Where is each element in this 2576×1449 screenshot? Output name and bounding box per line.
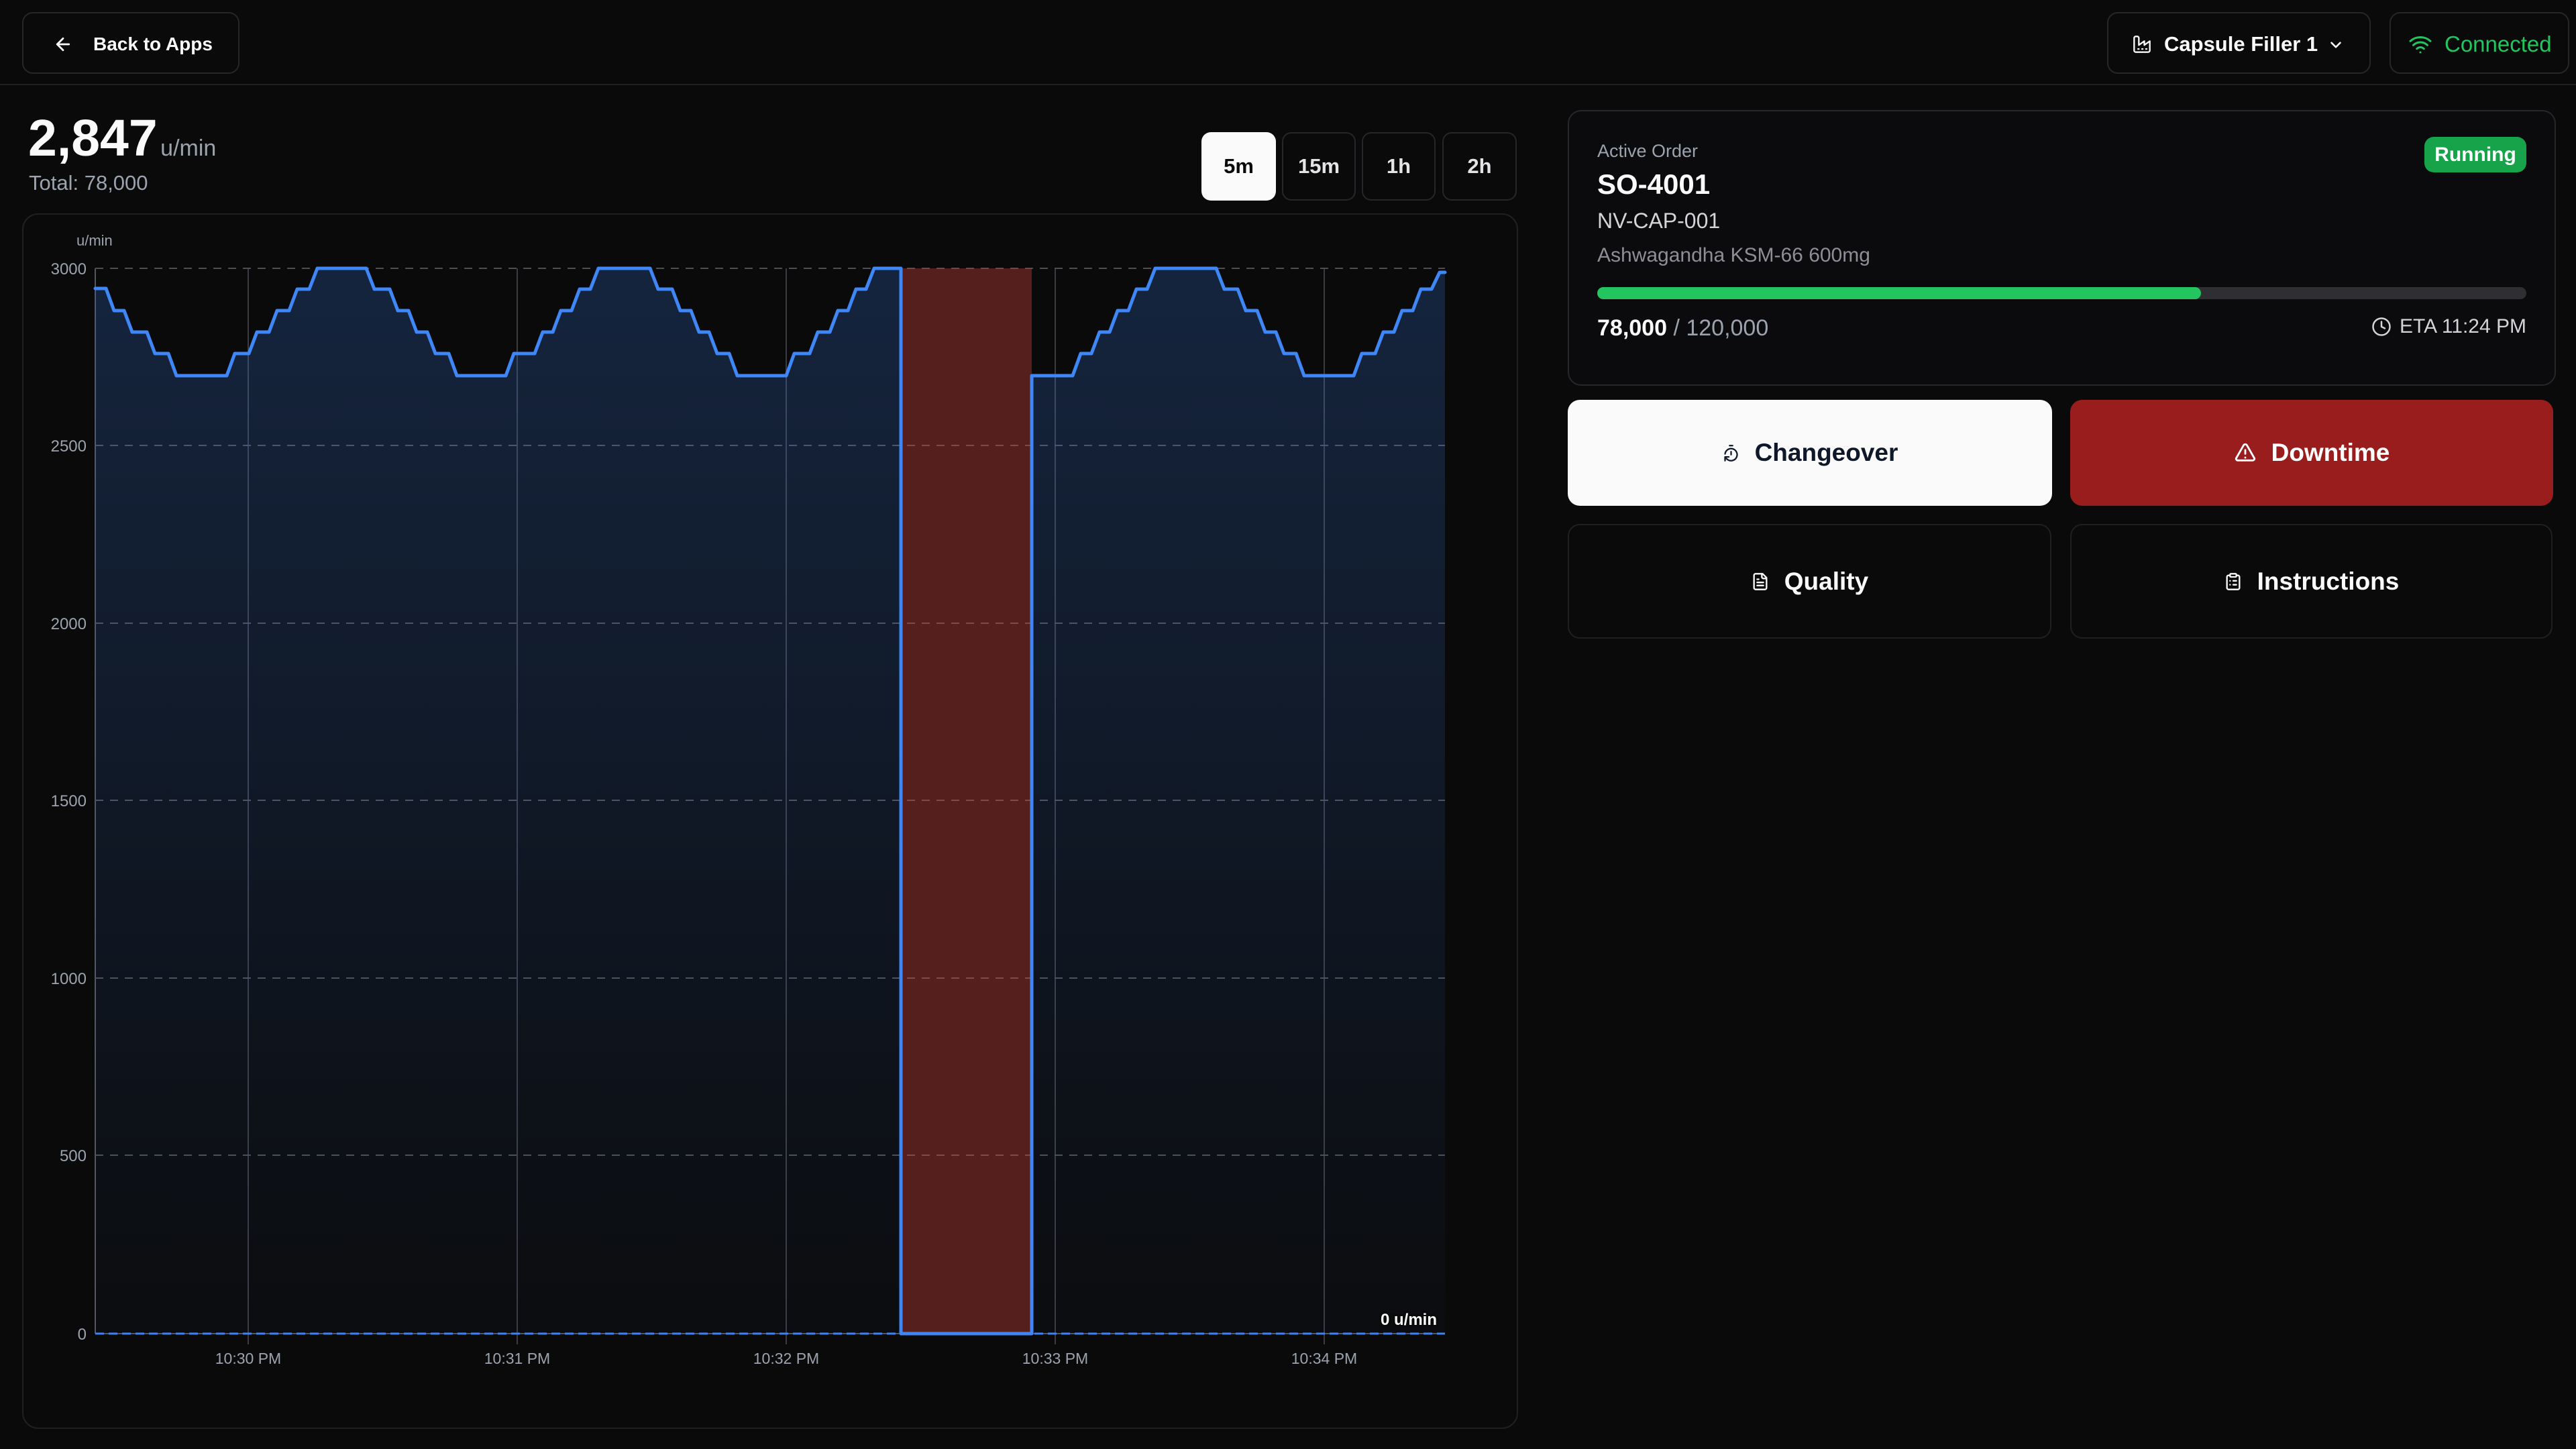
svg-text:10:34 PM: 10:34 PM [1291,1350,1357,1367]
svg-text:0 u/min: 0 u/min [1381,1311,1437,1329]
svg-text:10:30 PM: 10:30 PM [215,1350,281,1367]
svg-text:10:31 PM: 10:31 PM [484,1350,550,1367]
svg-text:2000: 2000 [51,615,87,633]
svg-text:u/min: u/min [76,232,113,249]
svg-text:10:32 PM: 10:32 PM [753,1350,819,1367]
svg-text:1000: 1000 [51,970,87,988]
svg-text:500: 500 [60,1147,87,1165]
svg-text:3000: 3000 [51,260,87,278]
svg-text:1500: 1500 [51,792,87,810]
svg-text:10:33 PM: 10:33 PM [1022,1350,1088,1367]
svg-text:2500: 2500 [51,437,87,455]
svg-text:0: 0 [78,1326,87,1344]
